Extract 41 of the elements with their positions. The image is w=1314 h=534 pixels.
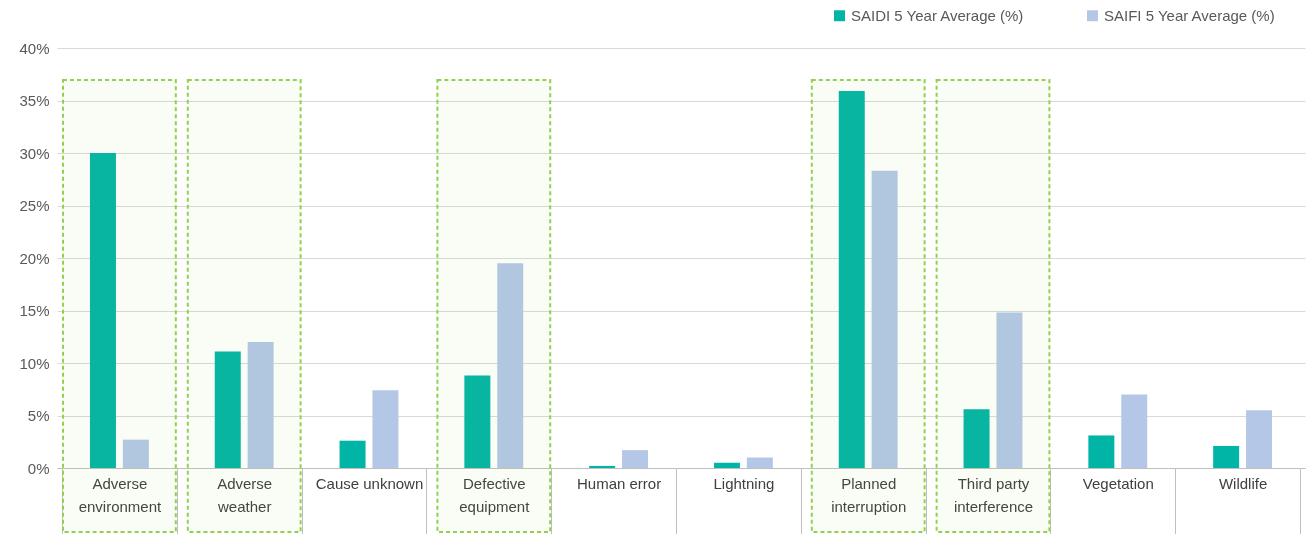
bar [963,409,990,468]
bar [464,375,491,468]
bar [497,263,524,468]
x-tick-label: Lightning [713,474,775,492]
y-tick-label: 40% [19,39,50,57]
bar [996,312,1023,468]
bar [89,153,116,468]
bar [339,440,366,468]
legend-label: SAIFI 5 Year Average (%) [1104,6,1275,24]
x-tick-label: Vegetation [1082,474,1154,492]
y-tick-label: 25% [19,197,50,214]
x-tick-label: Planned interruption [831,474,907,515]
x-tick-label: Cause unknown [315,474,424,492]
y-tick-label: 35% [19,92,50,109]
y-tick-label: 10% [19,354,50,372]
bar [1246,410,1273,468]
bar [871,170,898,468]
bar [372,390,399,468]
x-tick-label: Wildlife [1218,474,1268,492]
x-tick-label: Defective equipment [459,474,531,515]
bar [746,457,773,468]
bar [589,465,616,468]
legend-label: SAIDI 5 Year Average (%) [851,6,1024,24]
y-tick-label: 0% [27,459,50,477]
bar [713,462,740,468]
x-tick-label: Third party interference [953,474,1034,515]
x-tick-label: Adverse environment [78,474,162,515]
y-tick-label: 20% [19,249,50,267]
y-tick-label: 30% [19,144,50,162]
bar [214,351,241,468]
y-tick-label: 15% [19,302,50,319]
bar [122,439,149,468]
bar [1213,445,1240,468]
bar [838,91,865,468]
bar [622,450,649,468]
bar [247,342,274,468]
bar [1121,394,1148,468]
y-tick-label: 5% [27,407,50,424]
bar [1088,435,1115,468]
x-tick-label: Human error [577,474,662,492]
x-tick-label: Adverse weather [217,474,273,515]
